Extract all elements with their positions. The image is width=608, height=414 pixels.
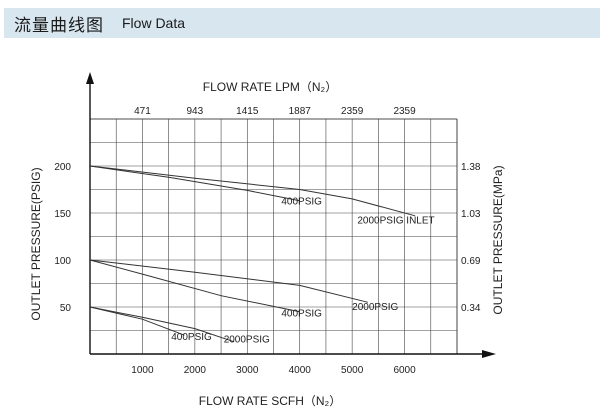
series-annotation: 2000PSIG — [224, 335, 270, 346]
y-tick-label: 200 — [54, 162, 71, 173]
series-line-2000psig-100 — [89, 259, 369, 303]
series-annotation: 400PSIG — [281, 197, 322, 208]
y-axis-label: OUTLET PRESSURE(PSIG) — [29, 167, 43, 320]
top-tick-label: 1415 — [236, 106, 259, 117]
y-right-tick-label: 0.34 — [461, 303, 481, 314]
x-tick-label: 5000 — [341, 365, 364, 376]
series-annotation: 400PSIG — [281, 308, 322, 319]
top-tick-label: 2359 — [341, 106, 364, 117]
series-line-400psig-50 — [89, 306, 185, 336]
top-tick-label: 2359 — [393, 106, 416, 117]
x-tick-label: 3000 — [236, 365, 259, 376]
axes — [86, 72, 496, 358]
x-tick-label: 4000 — [289, 365, 312, 376]
series-line-2000psig-50 — [89, 306, 235, 343]
header-title-cn: 流量曲线图 — [14, 15, 104, 36]
series-group — [89, 165, 416, 343]
x-tick-label: 1000 — [131, 365, 154, 376]
y-right-tick-label: 1.03 — [461, 209, 481, 220]
series-line-400psig-200 — [89, 165, 300, 202]
header-title-en: Flow Data — [122, 15, 186, 31]
top-tick-label: 1887 — [289, 106, 312, 117]
top-axis-label: FLOW RATE LPM（N₂） — [203, 80, 337, 94]
x-tick-label: 2000 — [184, 365, 207, 376]
section-header: 流量曲线图 Flow Data — [4, 8, 600, 38]
x-tick-label: 6000 — [393, 365, 416, 376]
y-tick-label: 100 — [54, 256, 71, 267]
series-annotation: 2000PSIG INLET — [357, 215, 434, 226]
y-axis-arrow — [86, 72, 94, 84]
series-line-2000psig-inlet-200 — [89, 165, 416, 217]
x-axis-label: FLOW RATE SCFH（N₂） — [199, 394, 341, 408]
top-tick-label: 471 — [134, 106, 151, 117]
y-right-tick-label: 1.38 — [461, 162, 481, 173]
series-line-400psig-100 — [89, 259, 300, 313]
series-annotation: 2000PSIG — [352, 302, 398, 313]
labels: FLOW RATE LPM（N₂） FLOW RATE SCFH（N₂） OUT… — [29, 80, 505, 408]
grid — [89, 118, 458, 354]
series-annotation: 400PSIG — [171, 332, 212, 343]
y-right-tick-label: 0.69 — [461, 256, 481, 267]
y-axis-right-label: OUTLET PRESSURE(MPa) — [491, 165, 505, 314]
x-axis-arrow — [482, 350, 496, 358]
top-tick-label: 943 — [187, 106, 204, 117]
y-tick-label: 150 — [54, 209, 71, 220]
y-tick-label: 50 — [60, 303, 72, 314]
